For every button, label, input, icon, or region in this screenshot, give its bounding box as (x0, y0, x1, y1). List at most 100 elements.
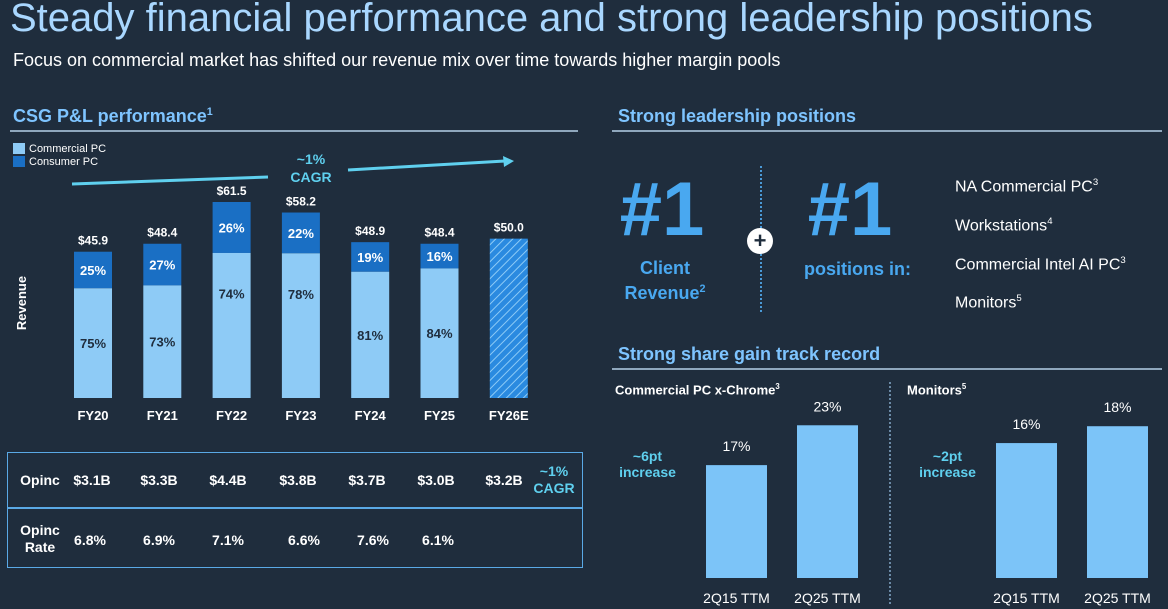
share-right-increase-line2: increase (919, 464, 976, 480)
share-bar (996, 443, 1057, 578)
share-chart-commercial: 17% 2Q15 TTM 23% 2Q25 TTM (703, 398, 861, 606)
legend-label-commercial: Commercial PC (29, 142, 107, 155)
rank1-caption-text: Revenue (624, 283, 700, 303)
share-bar-label: 18% (1103, 399, 1131, 415)
bar-total-label: $48.4 (147, 226, 177, 240)
opinc-rate-value: 6.8% (74, 532, 106, 548)
bar-total-label: $61.5 (217, 184, 247, 198)
x-tick-label: FY23 (285, 408, 316, 423)
opinc-rate-label-1: Opinc (20, 522, 60, 538)
rank1-caption-line2: Revenue2 (605, 283, 725, 304)
bar-consumer-label: 16% (426, 249, 452, 264)
bar-commercial (212, 252, 251, 398)
bar-commercial (281, 253, 320, 398)
legend-item-consumer: Consumer PC (13, 155, 106, 168)
share-x-tick-label: 2Q25 TTM (1084, 590, 1151, 606)
share-left-title-sup: 3 (775, 382, 780, 391)
opinc-rate-value: 7.1% (212, 532, 244, 548)
cagr-arrow-right (347, 159, 506, 172)
x-tick-label: FY20 (77, 408, 108, 423)
cagr-arrow-left (71, 175, 269, 186)
share-x-tick-label: 2Q15 TTM (703, 590, 770, 606)
opinc-value: $3.1B (73, 472, 111, 488)
share-chart-monitors: 16% 2Q15 TTM 18% 2Q25 TTM (993, 399, 1151, 606)
position-item-sup: 3 (1120, 255, 1126, 266)
bar-consumer (281, 212, 320, 254)
bar-total-label: $48.4 (424, 226, 454, 240)
rank1-caption-line1: Client (639, 258, 690, 278)
position-item-label: NA Commercial PC (955, 178, 1093, 196)
bar-consumer (143, 243, 182, 286)
share-bar (797, 425, 858, 578)
opinc-box (7, 452, 583, 568)
page-title: Steady financial performance and strong … (10, 0, 1093, 40)
position-item-sup: 4 (1047, 216, 1053, 227)
share-right-title-text: Monitors (907, 382, 962, 398)
revenue-chart: Revenue ~1% CAGR 25% 75% $45.9 FY20 27% 73% $4… (14, 151, 529, 423)
page-subtitle: Focus on commercial market has shifted o… (13, 50, 781, 70)
bar-estimate (489, 238, 528, 398)
bar-commercial-label: 84% (426, 326, 452, 341)
bar-consumer-label: 25% (80, 263, 106, 278)
share-left-increase-line1: ~6pt (632, 448, 663, 464)
opinc-rate-value: 6.1% (422, 532, 454, 548)
share-right-title-sup: 5 (961, 382, 967, 391)
x-tick-label: FY24 (355, 408, 387, 423)
rank-client-revenue: #1 (619, 167, 705, 252)
opinc-cagr-top: ~1% (539, 463, 569, 479)
position-item-sup: 5 (1016, 293, 1022, 304)
bar-commercial-label: 78% (288, 287, 314, 302)
position-item-label: Monitors (955, 294, 1017, 312)
share-bar (1087, 426, 1148, 578)
bar-consumer (212, 202, 251, 253)
share-right-title: Monitors5 (907, 382, 966, 397)
share-right-increase: ~2pt increase (905, 448, 990, 480)
position-item-label: Commercial Intel AI PC (955, 256, 1121, 274)
bar-commercial (143, 285, 182, 398)
pl-divider (10, 130, 578, 132)
position-item-sup: 3 (1092, 177, 1099, 188)
opinc-rate-label-2: Rate (24, 539, 56, 555)
share-left-title: Commercial PC x-Chrome3 (615, 382, 780, 397)
share-x-tick-label: 2Q25 TTM (794, 590, 861, 606)
revenue-axis-label: Revenue (14, 276, 29, 330)
position-item: Workstations4 (955, 216, 1053, 235)
opinc-row-divider (8, 507, 582, 509)
bar-consumer (351, 242, 390, 272)
bar-total-label: $50.0 (494, 221, 524, 235)
cagr-label-bottom: CAGR (290, 169, 331, 185)
bar-consumer-label: 26% (219, 220, 245, 235)
opinc-value: $3.8B (279, 472, 317, 488)
x-tick-label: FY25 (424, 408, 455, 423)
legend-item-commercial: Commercial PC (13, 142, 106, 155)
position-item: Monitors5 (955, 293, 1022, 312)
share-bar-label: 23% (813, 398, 841, 414)
opinc-rate-value: 6.9% (143, 532, 175, 548)
share-left-increase: ~6pt increase (605, 448, 690, 480)
share-left-increase-line2: increase (619, 464, 676, 480)
opinc-cagr-bottom: CAGR (533, 480, 575, 496)
bar-total-label: $58.2 (286, 195, 316, 209)
pl-title-text: CSG P&L performance (13, 106, 207, 126)
bar-consumer (74, 251, 112, 289)
legend-swatch-consumer (13, 156, 25, 167)
bar-commercial (74, 288, 112, 398)
opinc-value: $3.0B (417, 472, 455, 488)
bar-total-label: $48.9 (355, 224, 385, 238)
leadership-divider (612, 130, 1162, 132)
cagr-label-top: ~1% (297, 151, 326, 167)
bar-commercial (420, 268, 459, 398)
bar-commercial-label: 73% (149, 335, 175, 350)
share-left-title-text: Commercial PC x-Chrome (615, 382, 776, 398)
x-tick-label: FY22 (216, 408, 247, 423)
plus-icon: + (747, 228, 773, 254)
share-x-tick-label: 2Q15 TTM (993, 590, 1060, 606)
bar-commercial-label: 74% (219, 287, 245, 302)
bar-consumer-label: 22% (288, 226, 314, 241)
share-bar-label: 16% (1012, 416, 1040, 432)
bar-consumer-label: 27% (149, 258, 175, 273)
pl-section-title: CSG P&L performance1 (13, 106, 213, 127)
bar-commercial (351, 271, 390, 398)
opinc-value: $4.4B (209, 472, 247, 488)
opinc-rate-value: 6.6% (288, 532, 320, 548)
